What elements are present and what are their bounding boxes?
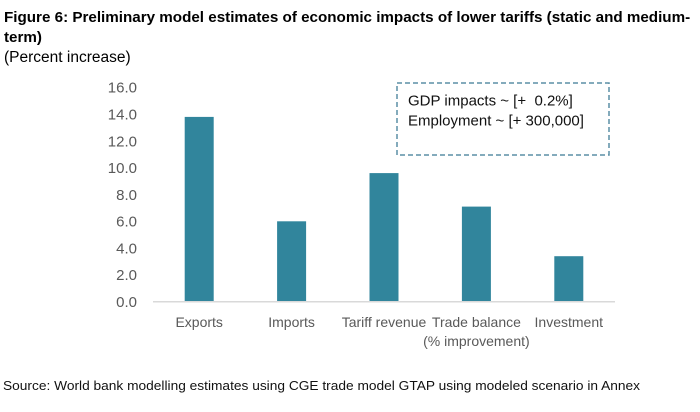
bar-trade-balance-improvement	[461, 206, 491, 302]
y-tick-label: 12.0	[108, 133, 137, 150]
bar-imports	[277, 221, 307, 302]
y-tick-label: 2.0	[116, 267, 137, 284]
y-tick-label: 4.0	[116, 240, 137, 257]
x-axis-label: Exports	[175, 314, 222, 330]
x-axis-labels: Exports Imports Tariff revenue Trade balanc…	[175, 314, 603, 349]
annotation-border	[396, 82, 610, 156]
x-axis-label: Investment	[535, 314, 604, 330]
x-axis-label: Tariff revenue	[342, 314, 427, 330]
bar-exports	[184, 116, 214, 302]
x-axis-label: Trade balance (% improvement)	[423, 314, 530, 349]
y-tick-label: 8.0	[116, 187, 137, 204]
x-axis-label-line: Imports	[268, 314, 315, 330]
y-tick-label: 0.0	[116, 294, 137, 311]
figure-title: Figure 6: Preliminary model estimates of…	[4, 9, 691, 46]
bar-tariff-revenue	[369, 173, 399, 302]
annotation-box: GDP impacts ~ [+ 0.2%] Employment ~ [+ 3…	[396, 82, 610, 156]
y-axis-tick-labels: 0.0 2.0 4.0 6.0 8.0 10.0 12.0 14.0 16.0	[108, 80, 137, 311]
bars	[184, 116, 584, 302]
annotation-employment-text: Employment ~ [+ 300,000]	[408, 113, 584, 130]
annotation-gdp-text: GDP impacts ~ [+ 0.2%]	[408, 93, 573, 110]
x-axis-label-line: Tariff revenue	[342, 314, 427, 330]
y-tick-label: 14.0	[108, 107, 137, 124]
x-axis-label: Imports	[268, 314, 315, 330]
x-axis-label-line: Investment	[535, 314, 604, 330]
y-tick-label: 10.0	[108, 160, 137, 177]
bar-investment	[554, 256, 584, 302]
x-axis-label-line: Trade balance	[432, 314, 521, 330]
y-tick-label: 6.0	[116, 214, 137, 231]
figure-subtitle: (Percent increase)	[4, 49, 131, 66]
y-tick-label: 16.0	[108, 80, 137, 97]
x-axis-label-line: Exports	[175, 314, 222, 330]
source-note: Source: World bank modelling estimates u…	[3, 378, 641, 393]
x-axis-label-line: (% improvement)	[423, 333, 530, 349]
